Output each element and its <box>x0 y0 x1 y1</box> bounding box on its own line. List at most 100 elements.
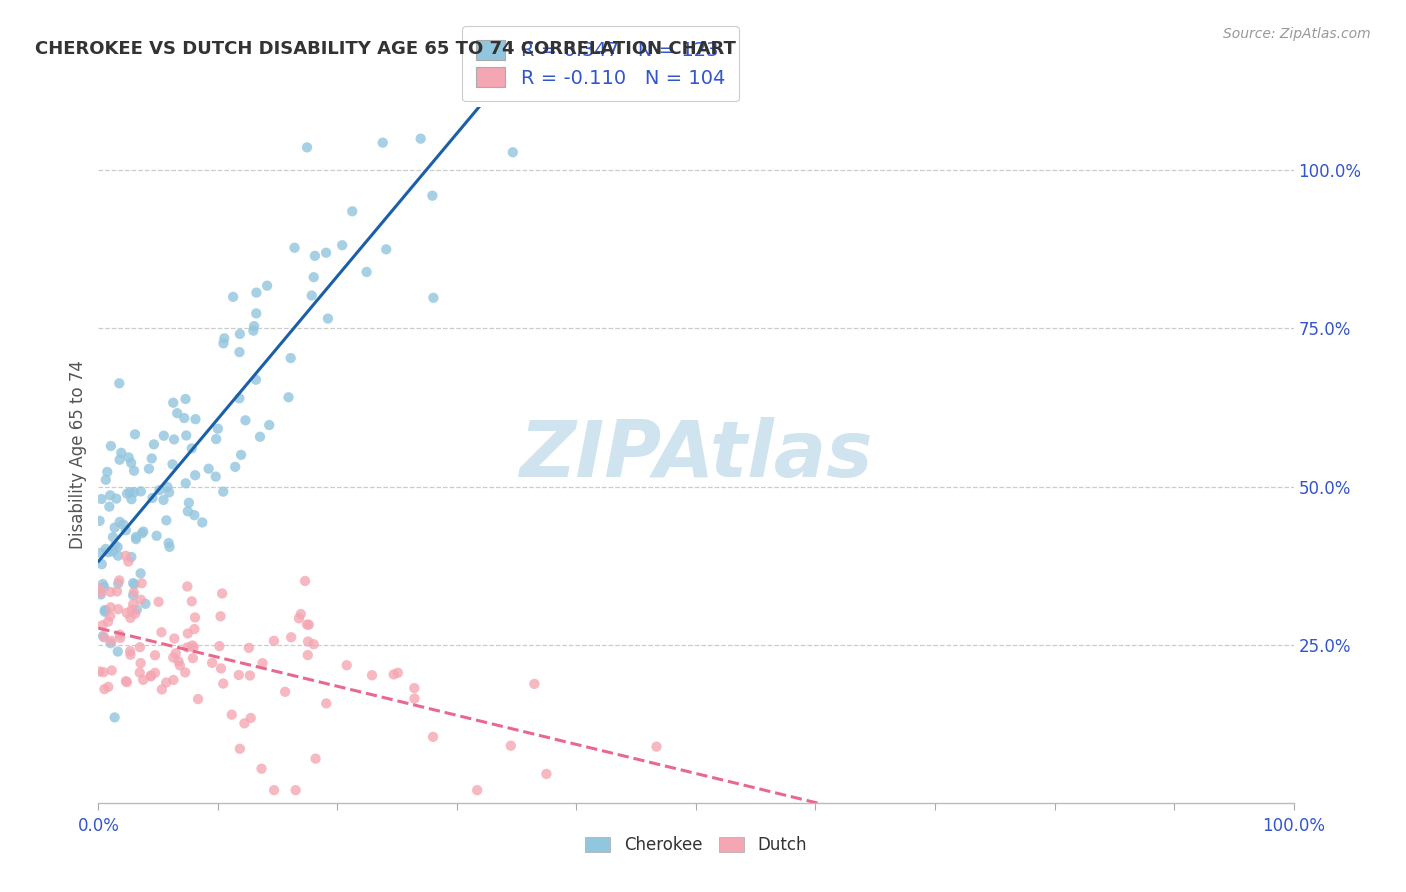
Point <box>180 442 202 456</box>
Point <box>97 680 120 694</box>
Point <box>100 600 122 615</box>
Point <box>125 530 148 544</box>
Point <box>132 524 155 539</box>
Point <box>108 574 131 588</box>
Point <box>150 625 173 640</box>
Point <box>302 637 325 651</box>
Point <box>304 751 326 765</box>
Point <box>107 576 129 591</box>
Point <box>177 504 200 518</box>
Point <box>523 677 546 691</box>
Point <box>129 484 152 499</box>
Point <box>174 665 197 680</box>
Point <box>295 140 318 154</box>
Point <box>207 422 229 436</box>
Point <box>152 428 174 442</box>
Point <box>245 285 267 300</box>
Point <box>280 351 302 365</box>
Point <box>120 644 142 658</box>
Point <box>115 606 138 620</box>
Point <box>229 326 252 341</box>
Point <box>250 762 273 776</box>
Point <box>228 668 250 682</box>
Point <box>141 491 163 505</box>
Point <box>183 508 205 523</box>
Point <box>89 665 111 679</box>
Point <box>93 682 115 697</box>
Point <box>239 711 262 725</box>
Point <box>371 136 394 150</box>
Point <box>245 306 267 320</box>
Point <box>228 392 250 406</box>
Point <box>131 526 153 541</box>
Point <box>94 605 117 619</box>
Point <box>330 238 353 252</box>
Point <box>184 412 207 426</box>
Point <box>98 609 121 624</box>
Point <box>169 658 191 673</box>
Point <box>105 584 128 599</box>
Point <box>104 520 127 534</box>
Point <box>204 469 226 483</box>
Point <box>115 674 138 689</box>
Point <box>97 615 120 629</box>
Point <box>302 270 325 285</box>
Point <box>233 716 256 731</box>
Point <box>100 585 122 599</box>
Point <box>120 549 142 564</box>
Point <box>294 574 316 588</box>
Point <box>167 654 190 668</box>
Point <box>499 739 522 753</box>
Point <box>157 485 180 500</box>
Point <box>290 607 312 621</box>
Point <box>100 633 122 648</box>
Point <box>93 603 115 617</box>
Point <box>93 665 115 680</box>
Point <box>100 664 122 678</box>
Point <box>174 428 197 442</box>
Point <box>176 640 198 655</box>
Point <box>422 291 444 305</box>
Point <box>174 392 197 406</box>
Point <box>129 566 152 581</box>
Point <box>183 622 205 636</box>
Point <box>118 450 141 465</box>
Point <box>143 665 166 680</box>
Point <box>124 427 146 442</box>
Point <box>249 430 271 444</box>
Point <box>315 245 337 260</box>
Point <box>180 594 202 608</box>
Point <box>257 417 280 432</box>
Point <box>209 661 232 675</box>
Point <box>387 665 409 680</box>
Point <box>101 530 124 544</box>
Point <box>229 448 252 462</box>
Point <box>100 439 122 453</box>
Point <box>142 437 165 451</box>
Point <box>284 241 307 255</box>
Point <box>128 665 150 680</box>
Point <box>148 595 170 609</box>
Point <box>297 648 319 662</box>
Point <box>212 336 235 351</box>
Legend: Cherokee, Dutch: Cherokee, Dutch <box>579 830 813 861</box>
Point <box>295 617 318 632</box>
Point <box>134 597 156 611</box>
Point <box>89 514 111 528</box>
Point <box>157 536 180 550</box>
Point <box>145 529 167 543</box>
Point <box>228 345 250 359</box>
Point <box>238 640 260 655</box>
Point <box>256 278 278 293</box>
Point <box>117 555 139 569</box>
Point <box>91 618 114 632</box>
Point <box>197 461 219 475</box>
Point <box>224 459 246 474</box>
Point <box>163 632 186 646</box>
Point <box>120 648 142 662</box>
Point <box>122 585 145 599</box>
Point <box>422 730 444 744</box>
Point <box>316 311 339 326</box>
Point <box>114 549 136 563</box>
Point <box>361 668 384 682</box>
